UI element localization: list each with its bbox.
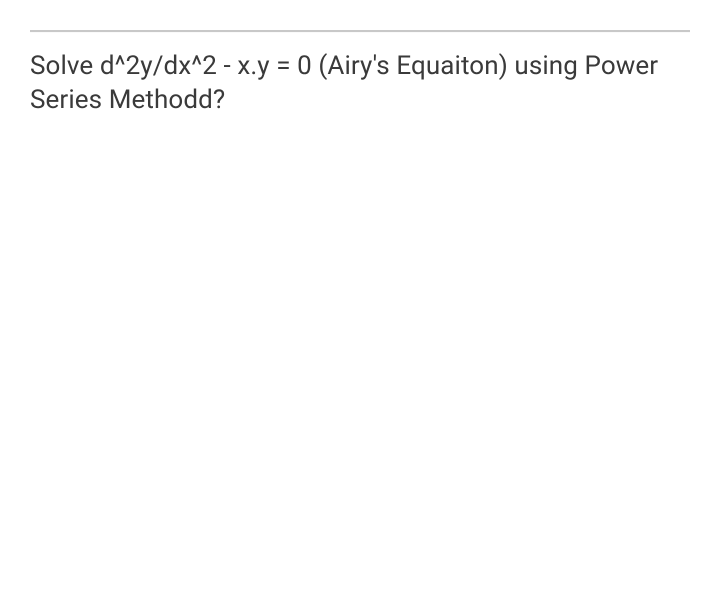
horizontal-divider	[30, 30, 690, 32]
question-text: Solve d^2y/dx^2 - x.y = 0 (Airy's Equait…	[30, 50, 690, 118]
question-card: Solve d^2y/dx^2 - x.y = 0 (Airy's Equait…	[0, 0, 720, 602]
